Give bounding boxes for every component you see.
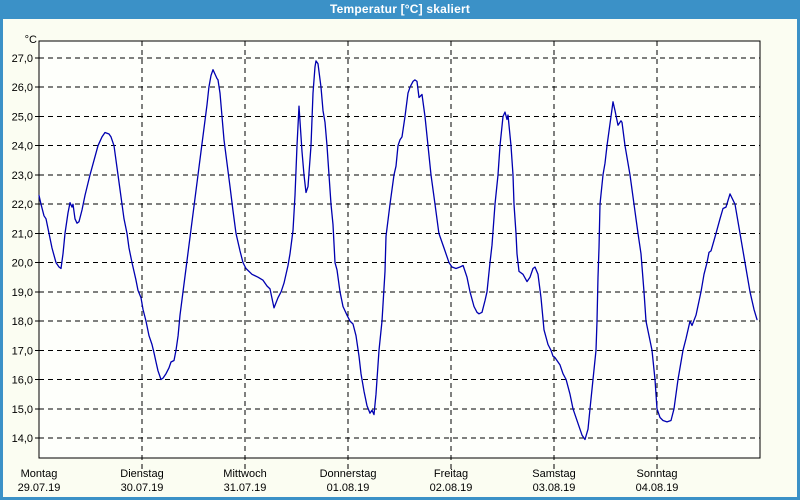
day-date-label: 03.08.19 (533, 482, 576, 494)
day-date-label: 29.07.19 (18, 482, 61, 494)
day-date-label: 30.07.19 (121, 482, 164, 494)
plot-background (39, 41, 760, 458)
y-tick-label: 27,0 (12, 53, 33, 65)
day-name-label: Samstag (532, 468, 575, 480)
y-tick-label: 14,0 (12, 433, 33, 445)
day-name-label: Donnerstag (320, 468, 377, 480)
y-tick-label: 21,0 (12, 228, 33, 240)
day-name-label: Mittwoch (223, 468, 266, 480)
temperature-line (38, 60, 758, 441)
window-titlebar[interactable]: Temperatur [°C] skaliert (3, 0, 797, 19)
y-tick-label: 24,0 (12, 141, 33, 153)
day-name-label: Montag (21, 468, 58, 480)
y-tick-label: 17,0 (12, 345, 33, 357)
day-date-label: 31.07.19 (224, 482, 267, 494)
window-title: Temperatur [°C] skaliert (329, 2, 471, 16)
y-tick-label: 20,0 (12, 258, 33, 270)
y-tick-label: 19,0 (12, 287, 33, 299)
day-date-label: 04.08.19 (636, 482, 679, 494)
day-name-label: Freitag (434, 468, 468, 480)
y-tick-label: 26,0 (12, 82, 33, 94)
y-tick-label: 16,0 (12, 375, 33, 387)
y-tick-label: 22,0 (12, 199, 33, 211)
day-date-label: 01.08.19 (327, 482, 370, 494)
y-tick-label: 25,0 (12, 111, 33, 123)
plot-border (38, 40, 761, 459)
y-tick-label: 18,0 (12, 316, 33, 328)
day-date-label: 02.08.19 (430, 482, 473, 494)
y-tick-label: 15,0 (12, 404, 33, 416)
y-tick-label: 23,0 (12, 170, 33, 182)
temperature-chart: 27,0 26,0 25,0 24,0 23,0 22,0 21,0 20,0 19,0 18,0… (12, 34, 761, 494)
y-axis-unit-label: °C (25, 34, 37, 46)
day-name-label: Sonntag (637, 468, 678, 480)
day-name-label: Dienstag (120, 468, 163, 480)
